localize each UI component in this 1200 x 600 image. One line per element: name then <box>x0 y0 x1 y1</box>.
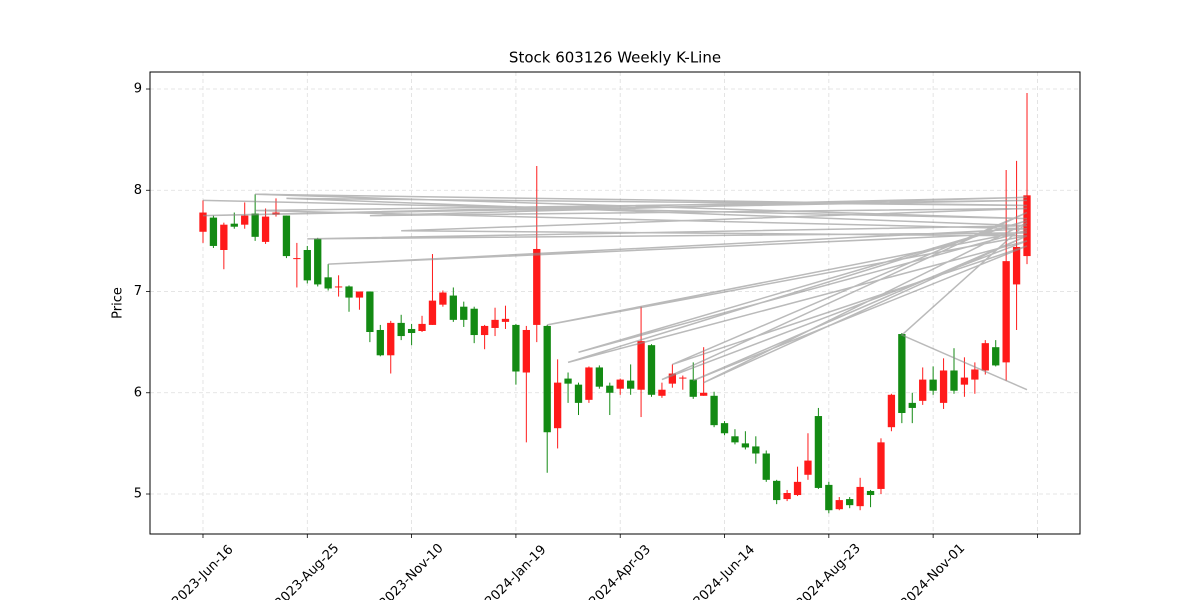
candle-body <box>491 319 499 328</box>
candle-body <box>1012 246 1021 285</box>
candle-body <box>460 306 468 320</box>
x-tick-label: 2023-Nov-10 <box>377 541 447 600</box>
candle-body <box>856 486 864 507</box>
x-tick-label: 2024-Jan-19 <box>482 542 549 600</box>
candle-body <box>282 215 291 257</box>
x-tick-label: 2024-Nov-01 <box>898 541 968 600</box>
candle-body <box>647 345 656 395</box>
candle-body <box>261 216 270 242</box>
candle-body <box>293 258 301 260</box>
candle-body <box>522 329 530 373</box>
candle-body <box>606 385 614 393</box>
candle-body <box>814 416 823 488</box>
candle-body <box>835 500 843 510</box>
candle-body <box>543 325 551 433</box>
candle-body <box>908 402 916 408</box>
candle-body <box>470 308 478 336</box>
y-tick-label: 9 <box>134 82 142 97</box>
chart-title: Stock 603126 Weekly K-Line <box>509 49 721 67</box>
candle-body <box>480 325 489 336</box>
candle-body <box>731 436 739 443</box>
candle-body <box>793 481 802 496</box>
candle-body <box>887 394 896 428</box>
candle-body <box>846 499 854 506</box>
candle-body <box>220 224 228 250</box>
candle-body <box>303 249 311 281</box>
candle-body <box>418 323 426 331</box>
candle-body <box>825 484 833 511</box>
candle-body <box>668 373 677 384</box>
candle-body <box>616 379 624 389</box>
candle-body <box>314 238 322 285</box>
candle-body <box>960 377 969 385</box>
candle-body <box>679 377 687 379</box>
candle-body <box>501 318 510 322</box>
candle-body <box>720 423 729 434</box>
candle-body <box>971 369 979 380</box>
candle-body <box>230 223 238 227</box>
x-tick-label: 2024-Jun-14 <box>691 542 758 600</box>
candle-body <box>658 389 666 396</box>
candle-body <box>376 329 384 356</box>
candle-body <box>898 334 906 414</box>
candle-body <box>334 286 343 288</box>
candle-body <box>950 370 958 391</box>
candle-body <box>710 395 718 426</box>
x-tick-label: 2023-Aug-25 <box>272 541 342 600</box>
candle-body <box>877 442 885 489</box>
candle-body <box>585 367 593 400</box>
candle-body <box>919 379 927 401</box>
candle-body <box>366 291 374 333</box>
candle-body <box>866 490 875 496</box>
candle-body <box>689 379 697 397</box>
x-tick-label: 2024-Aug-23 <box>794 541 864 600</box>
candle-body <box>387 322 395 356</box>
candle-body <box>804 460 812 475</box>
candle-body <box>741 443 750 448</box>
candle-body <box>595 367 604 387</box>
candle-body <box>209 217 218 246</box>
candle-body <box>345 286 353 298</box>
candle-body <box>574 384 583 403</box>
candle-body <box>992 347 1000 366</box>
overlay-line <box>202 193 1028 391</box>
y-tick-label: 7 <box>134 284 142 299</box>
y-tick-label: 8 <box>134 183 142 198</box>
candle-body <box>407 328 416 334</box>
candle-body <box>199 212 207 232</box>
candle-body <box>1002 261 1010 363</box>
candle-body <box>324 277 332 289</box>
plot-frame <box>149 71 1081 535</box>
candle-body <box>397 322 405 337</box>
candle-body <box>929 379 937 391</box>
x-tick-label: 2023-Jun-16 <box>169 542 236 600</box>
candle-body <box>533 248 541 325</box>
candle-body <box>773 480 781 501</box>
candle-body <box>512 324 520 372</box>
candle-body <box>939 370 948 403</box>
candle-body <box>428 300 437 325</box>
candle-body <box>637 341 645 390</box>
candle-body <box>241 215 249 225</box>
candle-body <box>981 343 989 371</box>
candle-body <box>626 380 635 389</box>
candle-body <box>752 446 760 454</box>
y-tick-label: 5 <box>134 487 142 502</box>
candle-body <box>762 453 770 480</box>
candle-body <box>553 382 562 429</box>
candle-body <box>700 392 708 396</box>
candle-body <box>251 213 259 237</box>
candle-body <box>783 492 791 500</box>
y-axis-label: Price <box>111 287 126 319</box>
x-tick-label: 2024-Apr-03 <box>586 542 653 600</box>
y-tick-label: 6 <box>134 385 142 400</box>
candle-body <box>355 291 364 298</box>
candle-body <box>564 378 572 384</box>
candle-body <box>439 292 447 305</box>
candle-body <box>449 295 457 320</box>
